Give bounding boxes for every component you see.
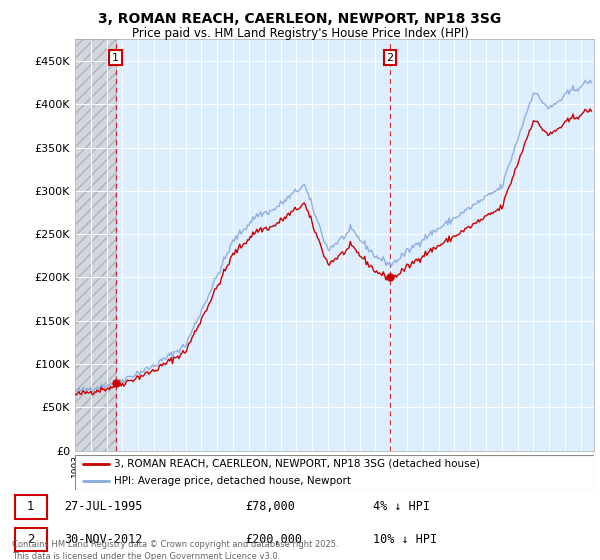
Text: 1: 1 [112,53,119,63]
Bar [75,39,116,451]
Bar [15,528,47,551]
Text: 3, ROMAN REACH, CAERLEON, NEWPORT, NP18 3SG: 3, ROMAN REACH, CAERLEON, NEWPORT, NP18 … [98,12,502,26]
Text: 30-NOV-2012: 30-NOV-2012 [64,533,143,545]
Text: 27-JUL-1995: 27-JUL-1995 [64,501,143,514]
Text: 3, ROMAN REACH, CAERLEON, NEWPORT, NP18 3SG (detached house): 3, ROMAN REACH, CAERLEON, NEWPORT, NP18 … [114,459,480,469]
Text: Contains HM Land Registry data © Crown copyright and database right 2025.
This d: Contains HM Land Registry data © Crown c… [12,540,338,560]
Text: 2: 2 [386,53,394,63]
Text: 1: 1 [27,501,34,514]
Text: HPI: Average price, detached house, Newport: HPI: Average price, detached house, Newp… [114,477,351,486]
Text: 4% ↓ HPI: 4% ↓ HPI [373,501,430,514]
Text: 2: 2 [27,533,34,545]
Bar [15,496,47,519]
Text: Price paid vs. HM Land Registry's House Price Index (HPI): Price paid vs. HM Land Registry's House … [131,27,469,40]
Text: 10% ↓ HPI: 10% ↓ HPI [373,533,437,545]
Text: £200,000: £200,000 [245,533,302,545]
Text: £78,000: £78,000 [245,501,295,514]
